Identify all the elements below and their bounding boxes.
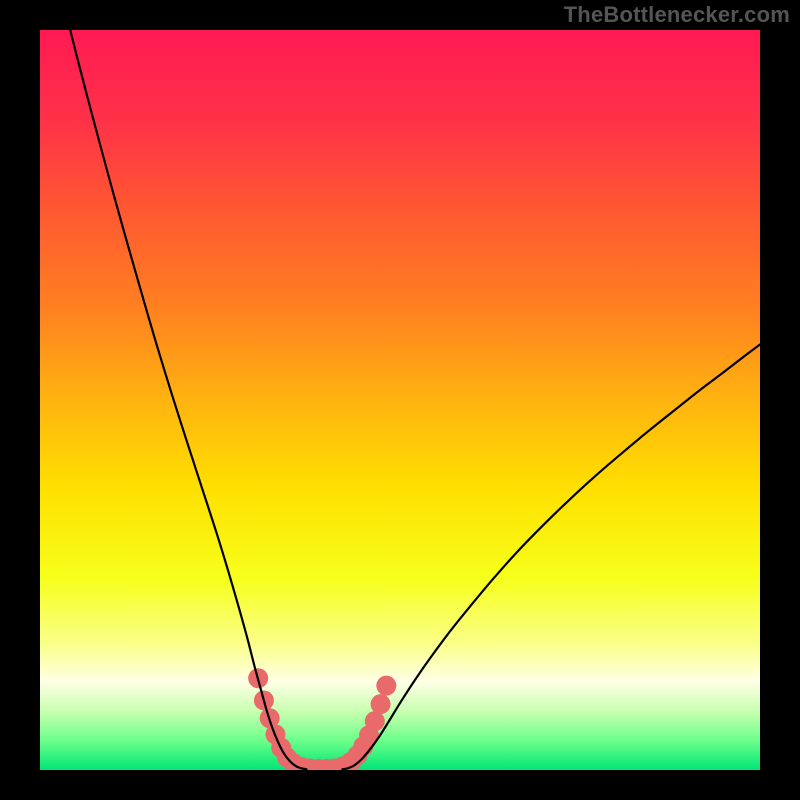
bottleneck-chart <box>0 0 800 800</box>
curve-marker <box>376 676 396 696</box>
curve-marker <box>365 711 385 731</box>
curve-marker <box>371 694 391 714</box>
chart-background <box>40 30 760 770</box>
watermark-text: TheBottlenecker.com <box>564 2 790 28</box>
